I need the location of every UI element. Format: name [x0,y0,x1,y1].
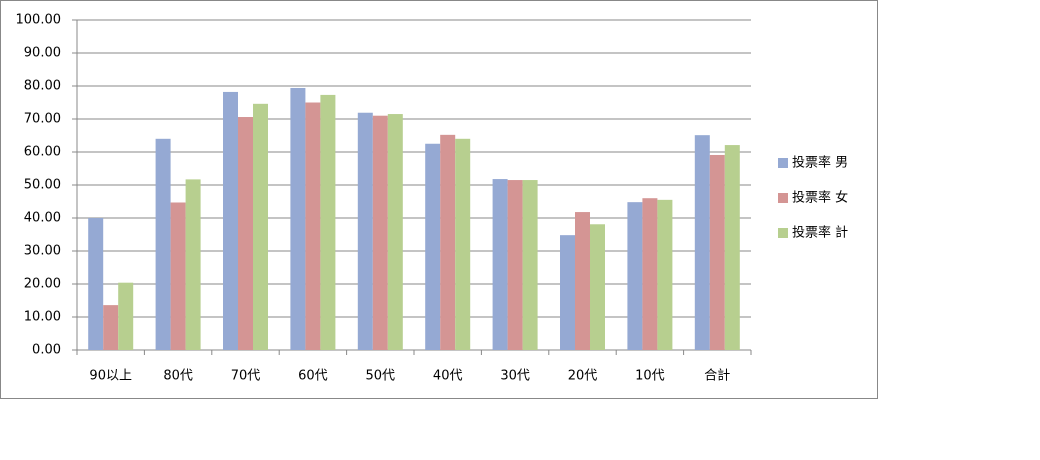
x-tick-label: 合計 [704,368,730,384]
bar [88,218,104,350]
bar [709,154,725,350]
x-tick-label: 40代 [433,369,463,384]
bar [118,282,134,350]
bar [170,202,186,350]
x-tick-label: 10代 [635,369,665,384]
bar [590,224,605,350]
bar [305,102,321,350]
y-tick-label: 100.00 [16,13,62,28]
legend-label: 投票率 女 [792,190,848,206]
x-tick-label: 30代 [500,369,530,384]
y-tick-label: 90.00 [24,46,61,61]
bar [724,145,740,350]
bar [320,94,336,350]
bar [425,143,441,350]
legend-label: 投票率 男 [792,155,848,171]
x-tick-label: 60代 [298,369,328,384]
bar [455,138,471,350]
y-tick-label: 80.00 [24,79,61,94]
bar [492,179,508,350]
bar [642,198,658,350]
bar [372,115,388,350]
bar [290,87,306,350]
bar [185,179,201,350]
bar [155,138,171,350]
bar [238,117,253,351]
x-tick-label: 20代 [568,369,598,384]
bar [253,103,268,350]
bar [657,199,673,350]
y-tick-label: 20.00 [24,277,61,292]
bar [357,112,373,350]
bar [575,212,590,350]
legend-swatch [778,158,788,168]
x-tick-label: 90以上 [89,369,132,384]
x-tick-label: 80代 [163,369,193,384]
y-tick-label: 60.00 [24,145,61,160]
legend-label: 投票率 計 [792,225,848,241]
x-tick-label: 70代 [231,369,261,384]
bar [440,134,456,350]
x-tick-label: 50代 [366,369,396,384]
bar [223,91,238,350]
y-tick-label: 0.00 [32,343,61,358]
bar [507,180,523,350]
y-tick-label: 50.00 [24,178,61,193]
bar [627,202,643,350]
bar [560,235,575,350]
bar [103,305,119,350]
bar [387,114,403,350]
bar [522,180,538,350]
y-tick-label: 40.00 [24,211,61,226]
y-tick-label: 70.00 [24,112,61,127]
y-tick-label: 10.00 [24,310,61,325]
bar [694,135,710,350]
legend-swatch [778,193,788,203]
legend-swatch [778,228,788,238]
y-tick-label: 30.00 [24,244,61,259]
